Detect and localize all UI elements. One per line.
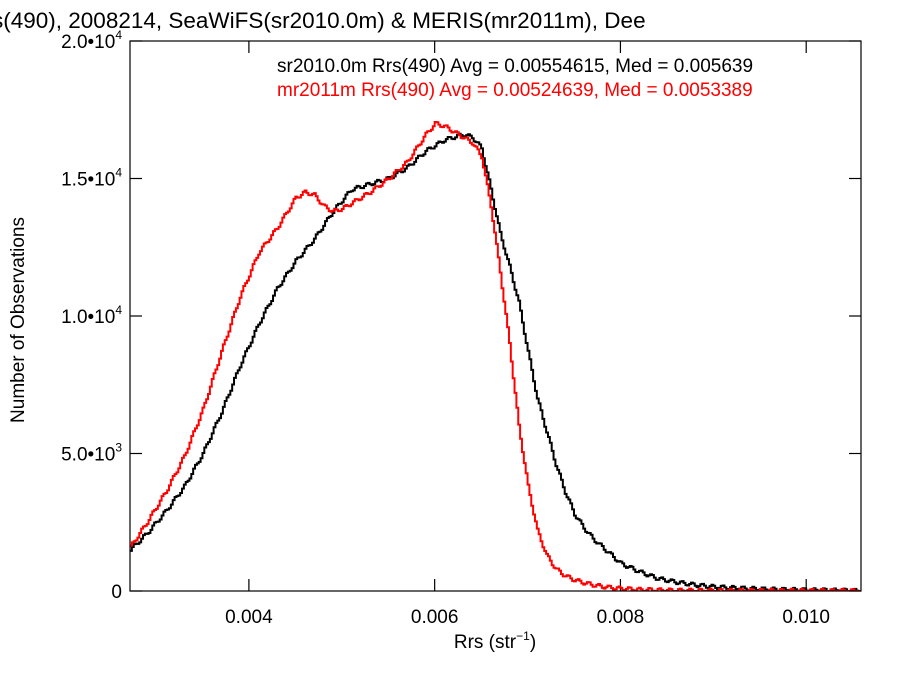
y-tick-label-exponent: 4 [115,28,122,42]
plot-frame [129,40,862,592]
y-tick-label: 5.0•103 [61,441,122,466]
x-tick-label: 0.004 [225,607,273,628]
x-tick-label: 0.006 [411,607,459,628]
y-axis-label: Number of Observations [8,217,29,423]
x-tick-label: 0.008 [597,607,645,628]
y-tick-label: 1.5•104 [61,166,122,191]
x-axis-label-exponent: −1 [516,629,530,643]
chart-title: s(490), 2008214, SeaWiFS(sr2010.0m) & ME… [0,8,646,33]
y-tick-label-mantissa: 0 [111,582,122,603]
y-tick-label-exponent: 4 [115,303,122,317]
x-axis-label-main: Rrs (str [454,632,517,653]
y-tick-label: 0 [111,582,122,603]
x-axis-ticks: 0.004 0.006 0.008 0.010 [225,41,830,628]
x-axis-label: Rrs (str−1) [454,629,536,653]
y-tick-label-mantissa: 5.0•10 [61,445,115,466]
legend-entry-mr2011: mr2011m Rrs(490) Avg = 0.00524639, Med =… [277,80,753,101]
x-tick-label: 0.010 [782,607,830,628]
y-tick-label: 1.0•104 [61,303,122,328]
y-tick-label-exponent: 3 [115,441,122,455]
y-tick-label: 2.0•104 [61,28,122,53]
y-tick-label-mantissa: 1.5•10 [61,170,115,191]
y-tick-label-mantissa: 2.0•10 [61,32,115,53]
y-tick-label-mantissa: 1.0•10 [61,307,115,328]
x-axis-label-end: ) [530,632,536,653]
legend-entry-sr2010: sr2010.0m Rrs(490) Avg = 0.00554615, Med… [277,56,753,77]
series-line-0 [130,132,861,591]
y-tick-label-exponent: 4 [115,166,122,180]
